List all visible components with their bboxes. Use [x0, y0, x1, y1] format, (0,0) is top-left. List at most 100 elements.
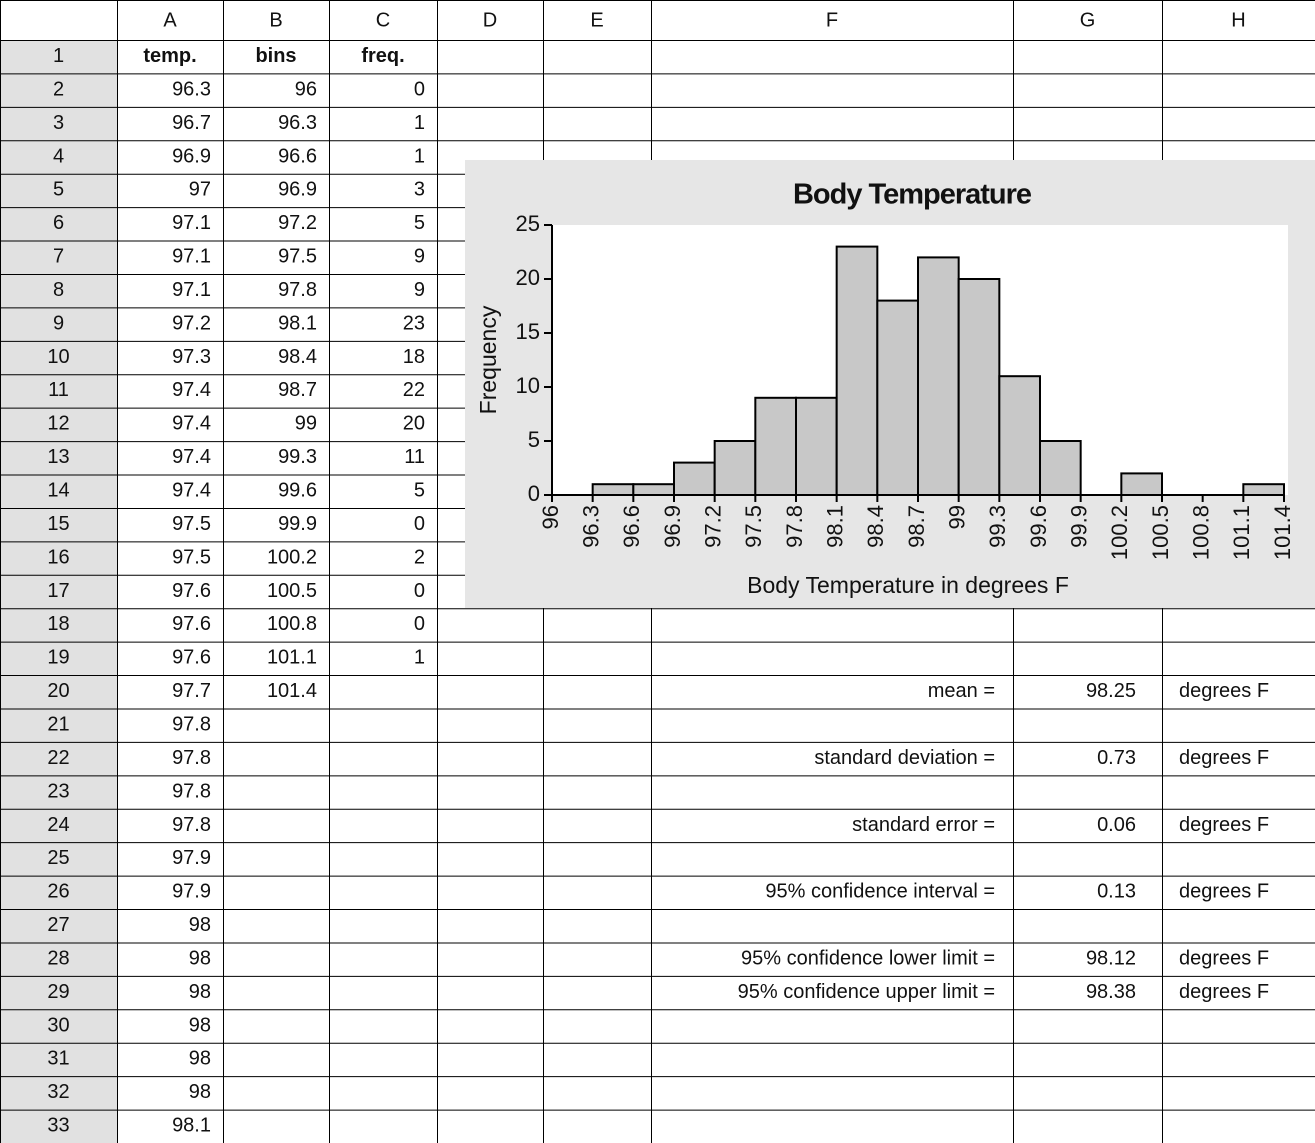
column-header[interactable]: E [590, 9, 603, 31]
cell-value[interactable]: 99.6 [278, 480, 317, 502]
row-header[interactable]: 27 [47, 914, 69, 936]
cell-value[interactable]: 98 [189, 914, 211, 936]
cell-value[interactable]: 96.3 [278, 112, 317, 134]
stat-value[interactable]: 98.25 [1086, 680, 1136, 702]
row-header[interactable]: 12 [47, 413, 69, 435]
cell-value[interactable]: 18 [403, 346, 425, 368]
column-header[interactable]: D [483, 9, 497, 31]
row-header[interactable]: 3 [53, 112, 64, 134]
stat-value[interactable]: 98.12 [1086, 947, 1136, 969]
row-header[interactable]: 19 [47, 647, 69, 669]
column-header[interactable]: G [1080, 9, 1096, 31]
cell-value[interactable]: 97.5 [172, 513, 211, 535]
cell-value[interactable]: 101.1 [267, 647, 317, 669]
row-header[interactable]: 29 [47, 981, 69, 1003]
cell-value[interactable]: 0 [414, 580, 425, 602]
cell-value[interactable]: 1 [414, 145, 425, 167]
cell-value[interactable]: 96.6 [278, 145, 317, 167]
cell-value[interactable]: 96 [295, 78, 317, 100]
cell-value[interactable]: 100.5 [267, 580, 317, 602]
row-header[interactable]: 7 [53, 246, 64, 268]
row-header[interactable]: 20 [47, 680, 69, 702]
cell-value[interactable]: 98.4 [278, 346, 317, 368]
cell-value[interactable]: 5 [414, 480, 425, 502]
cell-value[interactable]: 2 [414, 546, 425, 568]
row-header[interactable]: 33 [47, 1115, 69, 1137]
row-header[interactable]: 4 [53, 145, 64, 167]
cell-value[interactable]: 97.8 [172, 814, 211, 836]
cell-value[interactable]: 3 [414, 179, 425, 201]
stat-value[interactable]: 98.38 [1086, 981, 1136, 1003]
cell-value[interactable]: 9 [414, 279, 425, 301]
row-header[interactable]: 30 [47, 1014, 69, 1036]
column-header[interactable]: C [376, 9, 390, 31]
column-header[interactable]: H [1231, 9, 1245, 31]
row-header[interactable]: 23 [47, 780, 69, 802]
cell-value[interactable]: 97 [189, 179, 211, 201]
cell-value[interactable]: 97.4 [172, 480, 211, 502]
cell-value[interactable]: 98 [189, 947, 211, 969]
row-header[interactable]: 21 [47, 713, 69, 735]
cell-value[interactable]: 101.4 [267, 680, 317, 702]
cell-value[interactable]: 97.4 [172, 379, 211, 401]
stat-value[interactable]: 0.06 [1097, 814, 1136, 836]
cell-value[interactable]: 98 [189, 981, 211, 1003]
cell-value[interactable]: 9 [414, 246, 425, 268]
row-header[interactable]: 16 [47, 546, 69, 568]
row-header[interactable]: 1 [53, 45, 64, 67]
cell-value[interactable]: 97.2 [278, 212, 317, 234]
cell-value[interactable]: 98.1 [278, 312, 317, 334]
cell-value[interactable]: 97.4 [172, 446, 211, 468]
cell-value[interactable]: 99 [295, 413, 317, 435]
row-header[interactable]: 5 [53, 179, 64, 201]
row-header[interactable]: 2 [53, 78, 64, 100]
cell-value[interactable]: 97.6 [172, 647, 211, 669]
cell-value[interactable]: 100.2 [267, 546, 317, 568]
column-header[interactable]: F [826, 9, 838, 31]
row-header[interactable]: 18 [47, 613, 69, 635]
row-header[interactable]: 13 [47, 446, 69, 468]
row-header[interactable]: 24 [47, 814, 69, 836]
cell-value[interactable]: 5 [414, 212, 425, 234]
cell-value[interactable]: 99.3 [278, 446, 317, 468]
row-header[interactable]: 9 [53, 312, 64, 334]
row-header[interactable]: 25 [47, 847, 69, 869]
cell-value[interactable]: 100.8 [267, 613, 317, 635]
row-header[interactable]: 11 [48, 379, 69, 401]
stat-value[interactable]: 0.73 [1097, 747, 1136, 769]
column-header[interactable]: B [269, 9, 282, 31]
cell-value[interactable]: 97.9 [172, 847, 211, 869]
cell-value[interactable]: 96.3 [172, 78, 211, 100]
cell-value[interactable]: 97.9 [172, 881, 211, 903]
cell-value[interactable]: 97.6 [172, 580, 211, 602]
cell-value[interactable]: 97.6 [172, 613, 211, 635]
row-header[interactable]: 22 [47, 747, 69, 769]
cell-value[interactable]: 98 [189, 1014, 211, 1036]
cell-value[interactable]: 99.9 [278, 513, 317, 535]
cell-value[interactable]: 97.1 [172, 212, 211, 234]
row-header[interactable]: 26 [47, 881, 69, 903]
cell-value[interactable]: 98.7 [278, 379, 317, 401]
row-header[interactable]: 6 [53, 212, 64, 234]
cell-value[interactable]: 97.1 [172, 279, 211, 301]
cell-value[interactable]: 97.5 [278, 246, 317, 268]
cell-value[interactable]: 23 [403, 312, 425, 334]
cell-value[interactable]: 98 [189, 1048, 211, 1070]
cell-value[interactable]: 97.2 [172, 312, 211, 334]
cell-value[interactable]: 11 [404, 446, 425, 468]
cell-value[interactable]: 0 [414, 613, 425, 635]
cell-value[interactable]: 98.1 [172, 1115, 211, 1137]
row-header[interactable]: 10 [47, 346, 69, 368]
cell-value[interactable]: 97.8 [172, 780, 211, 802]
cell-value[interactable]: 0 [414, 513, 425, 535]
cell-value[interactable]: 97.8 [278, 279, 317, 301]
stat-value[interactable]: 0.13 [1097, 881, 1136, 903]
cell-value[interactable]: 1 [414, 647, 425, 669]
row-header[interactable]: 14 [47, 480, 69, 502]
cell-value[interactable]: 97.8 [172, 713, 211, 735]
cell-value[interactable]: 97.3 [172, 346, 211, 368]
cell-value[interactable]: 97.5 [172, 546, 211, 568]
row-header[interactable]: 8 [53, 279, 64, 301]
row-header[interactable]: 17 [47, 580, 69, 602]
cell-value[interactable]: 96.9 [278, 179, 317, 201]
